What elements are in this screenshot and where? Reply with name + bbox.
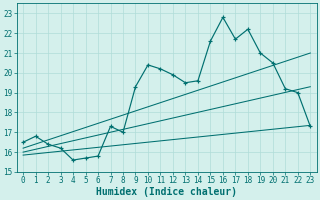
X-axis label: Humidex (Indice chaleur): Humidex (Indice chaleur) xyxy=(96,186,237,197)
